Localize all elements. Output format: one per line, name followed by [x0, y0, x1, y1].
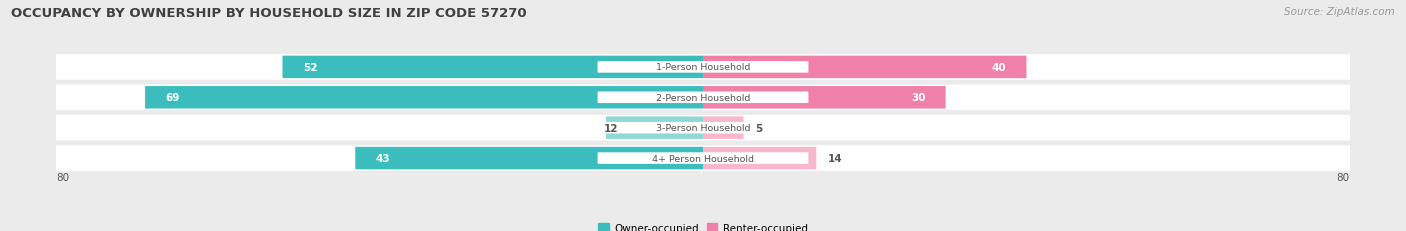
Text: 3-Person Household: 3-Person Household [655, 124, 751, 133]
Text: 43: 43 [375, 153, 391, 163]
FancyBboxPatch shape [48, 85, 1358, 111]
FancyBboxPatch shape [703, 56, 1026, 79]
FancyBboxPatch shape [48, 146, 1358, 171]
Text: 80: 80 [1337, 172, 1350, 182]
Text: 40: 40 [991, 63, 1007, 73]
FancyBboxPatch shape [703, 87, 946, 109]
FancyBboxPatch shape [283, 56, 703, 79]
Text: 80: 80 [56, 172, 69, 182]
FancyBboxPatch shape [48, 55, 1358, 80]
FancyBboxPatch shape [356, 147, 703, 170]
Text: 14: 14 [828, 153, 844, 163]
Text: 12: 12 [603, 123, 619, 133]
FancyBboxPatch shape [145, 87, 703, 109]
Text: OCCUPANCY BY OWNERSHIP BY HOUSEHOLD SIZE IN ZIP CODE 57270: OCCUPANCY BY OWNERSHIP BY HOUSEHOLD SIZE… [11, 7, 527, 20]
FancyBboxPatch shape [598, 62, 808, 73]
Legend: Owner-occupied, Renter-occupied: Owner-occupied, Renter-occupied [599, 223, 807, 231]
Text: 69: 69 [166, 93, 180, 103]
FancyBboxPatch shape [598, 122, 808, 134]
Text: 5: 5 [755, 123, 763, 133]
Text: Source: ZipAtlas.com: Source: ZipAtlas.com [1284, 7, 1395, 17]
Text: 2-Person Household: 2-Person Household [655, 93, 751, 102]
FancyBboxPatch shape [606, 117, 703, 139]
Text: 1-Person Household: 1-Person Household [655, 63, 751, 72]
FancyBboxPatch shape [48, 116, 1358, 141]
Text: 52: 52 [302, 63, 318, 73]
FancyBboxPatch shape [703, 147, 817, 170]
FancyBboxPatch shape [598, 153, 808, 164]
FancyBboxPatch shape [703, 117, 744, 139]
Text: 4+ Person Household: 4+ Person Household [652, 154, 754, 163]
Text: 30: 30 [911, 93, 925, 103]
FancyBboxPatch shape [598, 92, 808, 104]
